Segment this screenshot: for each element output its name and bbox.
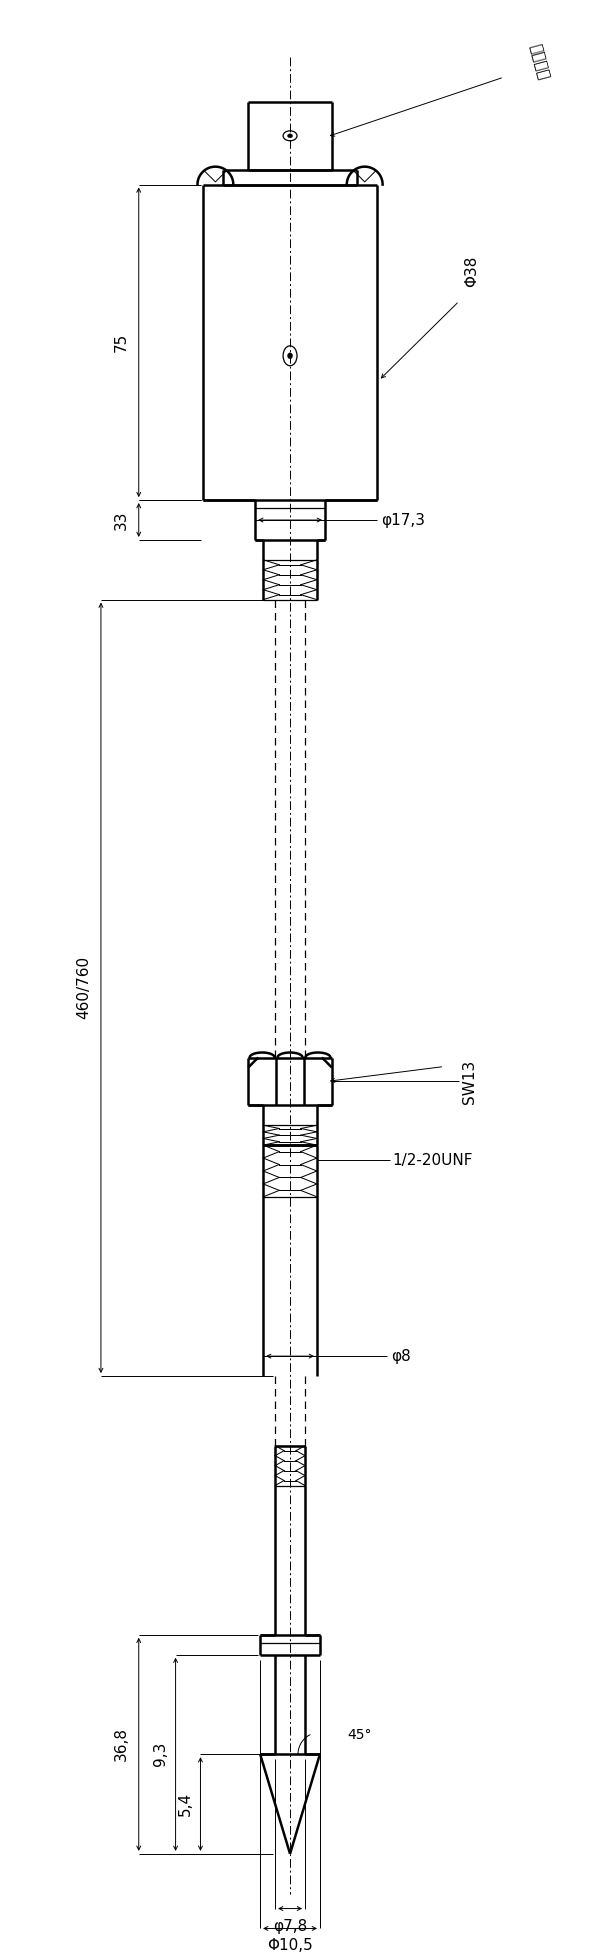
Text: Φ38: Φ38	[464, 255, 479, 286]
Text: 460/760: 460/760	[76, 956, 91, 1019]
Text: SW13: SW13	[462, 1060, 477, 1103]
Ellipse shape	[287, 353, 293, 358]
Text: φ8: φ8	[392, 1348, 412, 1363]
Text: 75: 75	[114, 333, 129, 353]
Text: φ7,8: φ7,8	[273, 1918, 307, 1934]
Text: 33: 33	[114, 509, 129, 529]
Ellipse shape	[287, 133, 293, 137]
Text: 5,4: 5,4	[178, 1792, 193, 1816]
Text: 36,8: 36,8	[114, 1728, 129, 1761]
Text: 压力接头: 压力接头	[527, 43, 551, 82]
Text: 9,3: 9,3	[152, 1742, 167, 1767]
Text: 45°: 45°	[348, 1728, 372, 1742]
Text: φ17,3: φ17,3	[382, 513, 425, 527]
Text: Φ10,5: Φ10,5	[267, 1937, 313, 1953]
Text: 1/2-20UNF: 1/2-20UNF	[392, 1152, 473, 1168]
